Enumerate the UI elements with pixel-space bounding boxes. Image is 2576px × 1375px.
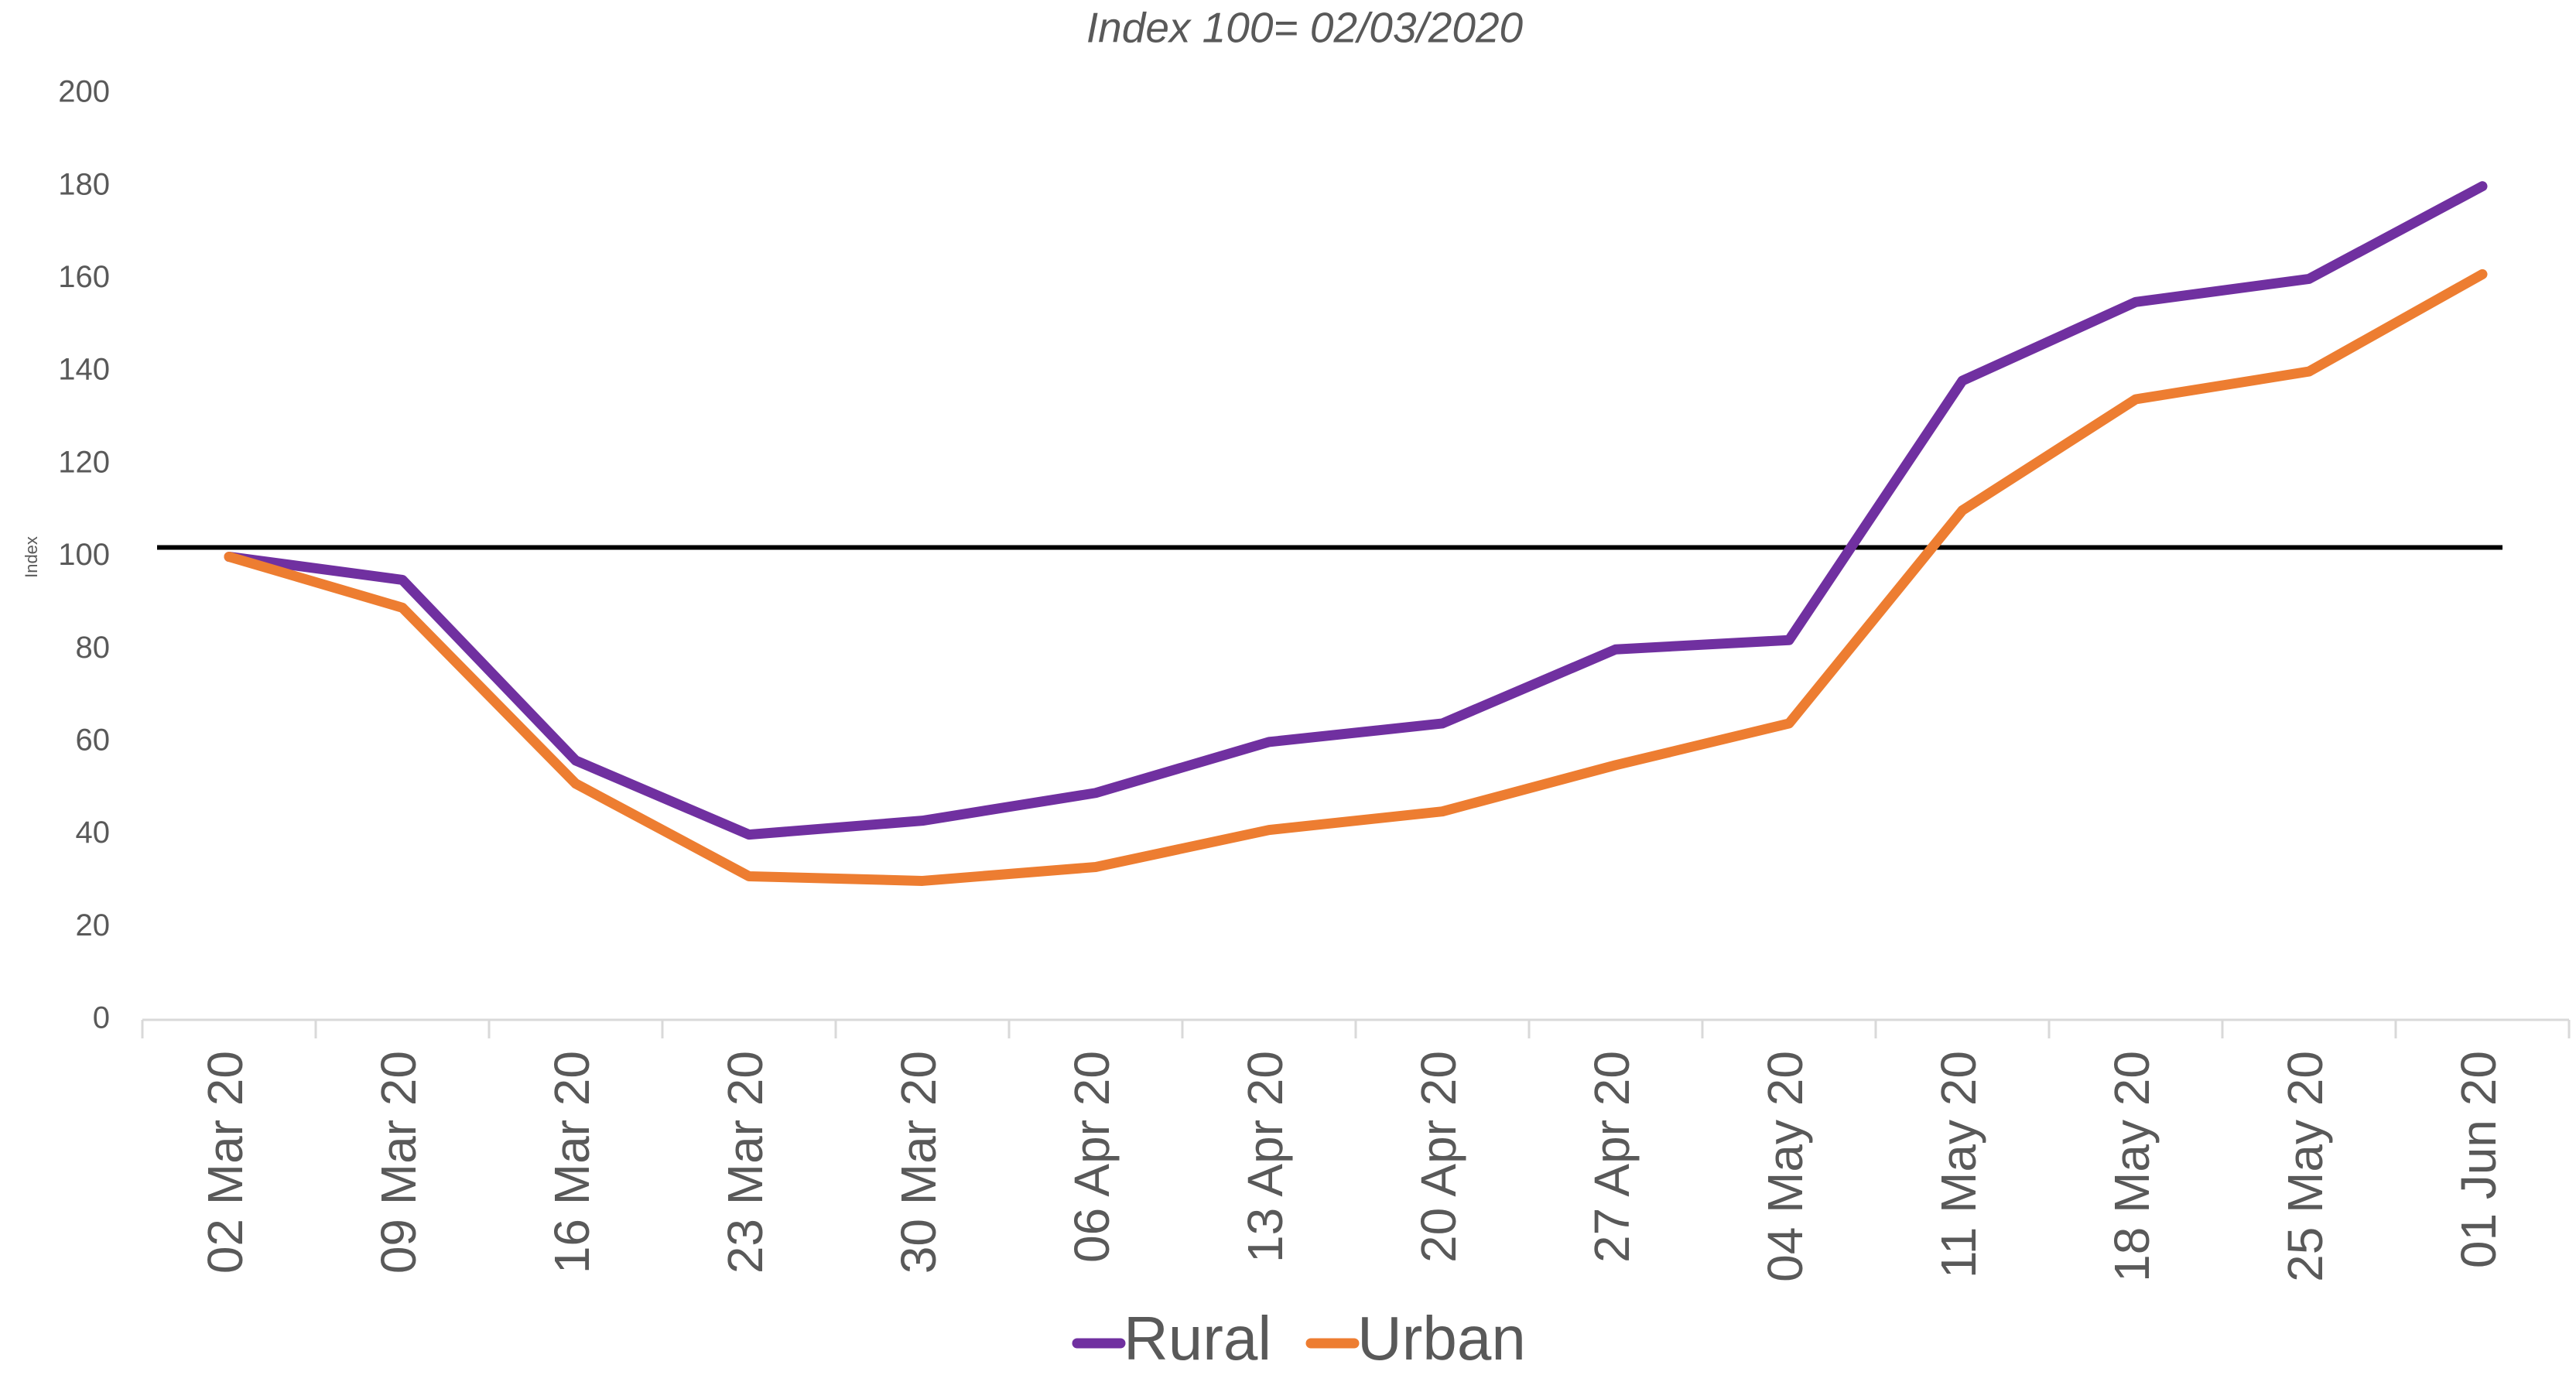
y-tick-label: 40 bbox=[76, 816, 111, 850]
y-tick-label: 140 bbox=[58, 353, 110, 387]
x-tick-label: 02 Mar 20 bbox=[197, 1051, 253, 1274]
y-tick-label: 180 bbox=[58, 167, 110, 201]
y-tick-label: 120 bbox=[58, 445, 110, 479]
y-tick-label: 200 bbox=[58, 75, 110, 109]
x-tick-label: 23 Mar 20 bbox=[717, 1051, 773, 1274]
x-tick-label: 27 Apr 20 bbox=[1584, 1051, 1640, 1263]
x-tick-label: 16 Mar 20 bbox=[544, 1051, 600, 1274]
y-tick-label: 0 bbox=[93, 1001, 110, 1035]
y-tick-label: 100 bbox=[58, 538, 110, 572]
y-tick-label: 80 bbox=[76, 631, 111, 665]
data-line bbox=[224, 181, 2488, 840]
x-tick-label: 30 Mar 20 bbox=[891, 1051, 946, 1274]
legend-label: Urban bbox=[1357, 1304, 1526, 1373]
legend-label: Rural bbox=[1124, 1304, 1271, 1373]
y-tick-label: 20 bbox=[76, 908, 111, 942]
y-tick-label: 160 bbox=[58, 260, 110, 294]
x-tick-label: 09 Mar 20 bbox=[371, 1051, 426, 1274]
chart-title: Index 100= 02/03/2020 bbox=[1086, 4, 1524, 52]
x-tick-label: 13 Apr 20 bbox=[1237, 1051, 1293, 1263]
x-tick-label: 25 May 20 bbox=[2277, 1051, 2333, 1282]
x-tick-label: 11 May 20 bbox=[1931, 1051, 1986, 1278]
x-tick-label: 01 Jun 20 bbox=[2451, 1051, 2506, 1268]
x-tick-label: 06 Apr 20 bbox=[1064, 1051, 1120, 1263]
y-axis-label: Index bbox=[22, 536, 41, 578]
data-line bbox=[224, 269, 2488, 886]
x-tick-label: 20 Apr 20 bbox=[1411, 1051, 1466, 1263]
y-tick-label: 60 bbox=[76, 723, 111, 757]
x-tick-label: 04 May 20 bbox=[1757, 1051, 1813, 1282]
x-tick-label: 18 May 20 bbox=[2104, 1051, 2160, 1282]
